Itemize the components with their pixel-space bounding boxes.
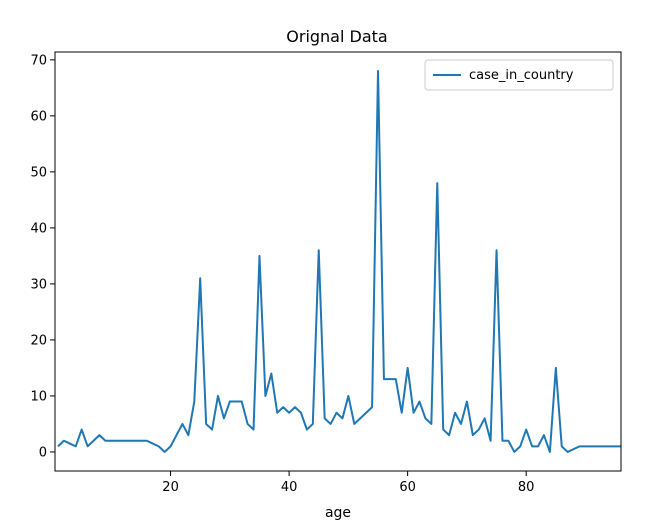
y-tick-label: 70 <box>30 53 47 68</box>
x-tick-label: 20 <box>162 480 179 495</box>
y-tick-label: 10 <box>30 389 47 404</box>
x-tick-label: 60 <box>399 480 416 495</box>
y-tick-label: 40 <box>30 221 47 236</box>
series-line-case-in-country <box>57 70 621 453</box>
plot-frame <box>54 51 622 472</box>
x-tick-label: 40 <box>281 480 298 495</box>
x-axis: 20 40 60 80 <box>162 471 534 495</box>
series-layer <box>57 70 621 453</box>
y-tick-label: 50 <box>30 165 47 180</box>
legend-box <box>424 59 614 91</box>
y-axis: 0 10 20 30 40 50 60 70 <box>30 53 55 460</box>
y-tick-label: 60 <box>30 109 47 124</box>
legend: case_in_country <box>424 59 614 91</box>
legend-label-case-in-country: case_in_country <box>469 68 574 83</box>
y-tick-label: 20 <box>30 333 47 348</box>
x-tick-label: 80 <box>518 480 535 495</box>
chart-title: Orignal Data <box>286 27 387 46</box>
plot-area <box>55 52 621 471</box>
y-tick-label: 0 <box>39 445 47 460</box>
y-tick-label: 30 <box>30 277 47 292</box>
x-axis-title: age <box>325 505 351 521</box>
